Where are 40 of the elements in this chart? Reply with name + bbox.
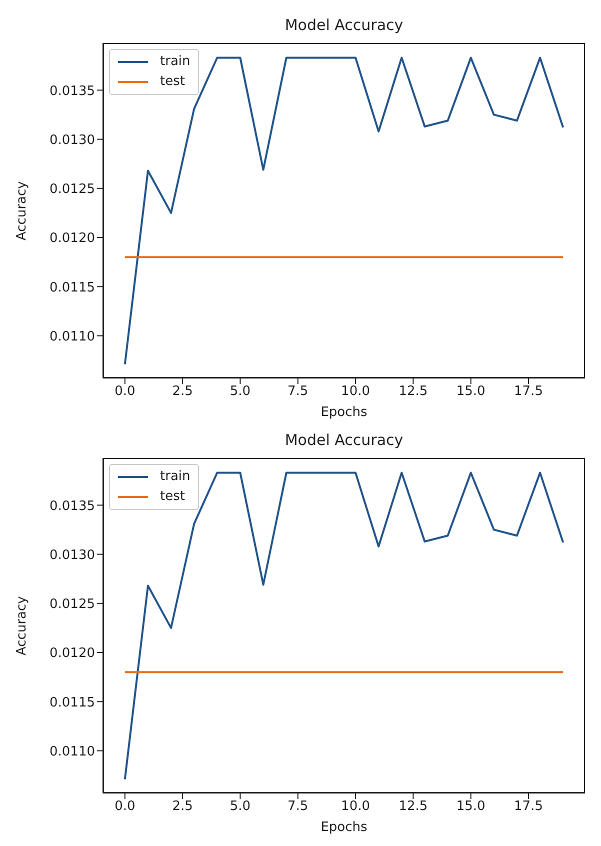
y-axis-title: Accuracy xyxy=(14,596,30,656)
x-axis-title: Epochs xyxy=(320,405,368,420)
chart-title: Model Accuracy xyxy=(284,16,404,34)
y-tick-label: 0.0130 xyxy=(50,548,95,563)
x-tick-label: 5.0 xyxy=(230,384,251,400)
x-tick-label: 2.5 xyxy=(172,384,193,400)
y-tick-label: 0.0120 xyxy=(50,646,95,662)
y-tick-label: 0.0110 xyxy=(50,744,95,760)
legend-label: test xyxy=(160,73,185,91)
x-tick-label: 10.0 xyxy=(341,384,370,400)
x-tick-label: 10.0 xyxy=(341,799,370,814)
y-tick-label: 0.0120 xyxy=(50,231,95,246)
x-tick-label: 7.5 xyxy=(288,384,308,400)
y-tick-label: 0.0130 xyxy=(50,132,95,148)
y-tick-label: 0.0135 xyxy=(50,498,95,514)
x-tick-label: 17.5 xyxy=(514,799,543,814)
x-axis-title: Epochs xyxy=(320,820,368,835)
x-tick-label: 15.0 xyxy=(456,384,486,400)
y-tick-label: 0.0115 xyxy=(50,695,95,710)
x-tick-label: 12.5 xyxy=(398,384,428,400)
y-tick-label: 0.0125 xyxy=(50,182,95,198)
x-tick-label: 15.0 xyxy=(456,799,486,814)
x-tick-label: 2.5 xyxy=(172,799,193,814)
x-tick-label: 5.0 xyxy=(230,799,251,814)
legend-label: test xyxy=(160,488,185,506)
legend-label: train xyxy=(160,53,190,71)
x-tick-label: 12.5 xyxy=(398,799,428,814)
y-tick-label: 0.0115 xyxy=(50,280,95,296)
legend-label: train xyxy=(160,468,190,486)
y-tick-label: 0.0135 xyxy=(50,84,95,99)
chart-title: Model Accuracy xyxy=(284,431,404,449)
x-tick-label: 0.0 xyxy=(114,799,136,814)
x-tick-label: 0.0 xyxy=(114,384,136,400)
y-tick-label: 0.0110 xyxy=(50,329,95,344)
x-tick-label: 7.5 xyxy=(288,799,308,814)
line-series xyxy=(124,56,564,366)
line-series xyxy=(124,472,564,780)
y-axis-title: Accuracy xyxy=(14,180,30,240)
y-tick-label: 0.0125 xyxy=(50,597,95,612)
x-tick-label: 17.5 xyxy=(514,384,543,400)
